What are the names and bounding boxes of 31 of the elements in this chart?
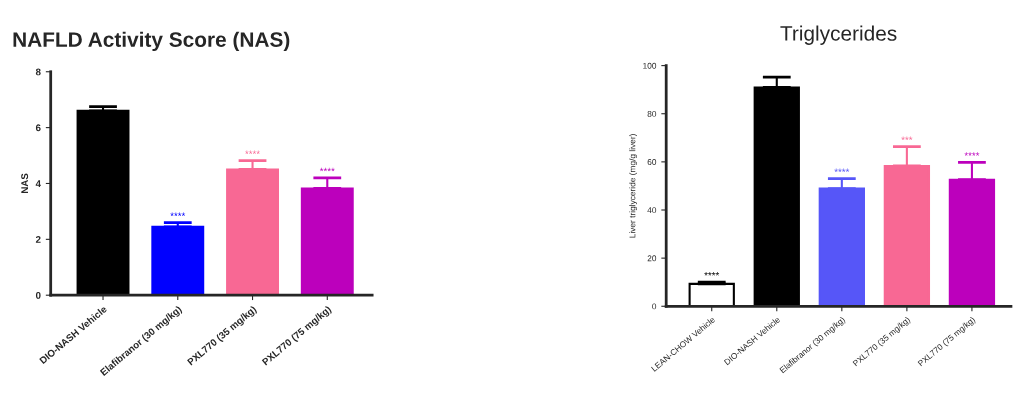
y-tick-label: 60 <box>647 159 657 165</box>
y-tick-label: 0 <box>35 291 41 299</box>
bar <box>753 86 800 307</box>
bar <box>883 164 931 307</box>
y-tick-label: 4 <box>35 180 41 187</box>
y-tick-label: 0 <box>652 303 657 310</box>
annotation: **** <box>704 272 720 276</box>
bar <box>76 109 130 296</box>
annotation: **** <box>170 212 186 216</box>
y-axis-title: NAS <box>21 173 29 194</box>
y-tick-label: 2 <box>35 236 41 243</box>
bar <box>818 187 865 307</box>
y-axis-title: Liver triglyceride (mg/g liver) <box>629 134 638 238</box>
chart-title: Triglycerides <box>780 25 897 45</box>
annotation: **** <box>964 152 980 156</box>
chart-title: NAFLD Activity Score (NAS) <box>13 31 290 52</box>
annotation: **** <box>319 167 335 172</box>
bar <box>300 187 354 296</box>
y-tick-label: 40 <box>647 207 657 214</box>
bar <box>151 225 205 296</box>
annotation: **** <box>834 168 850 173</box>
bar <box>226 168 279 296</box>
y-tick-label: 100 <box>643 62 657 69</box>
y-tick-label: 8 <box>35 68 41 76</box>
y-tick-label: 80 <box>647 110 657 117</box>
bar <box>948 178 996 307</box>
y-tick-label: 20 <box>647 255 657 262</box>
annotation: **** <box>245 150 260 154</box>
bar <box>688 282 735 307</box>
annotation: *** <box>901 136 913 141</box>
y-tick-label: 6 <box>35 124 41 132</box>
